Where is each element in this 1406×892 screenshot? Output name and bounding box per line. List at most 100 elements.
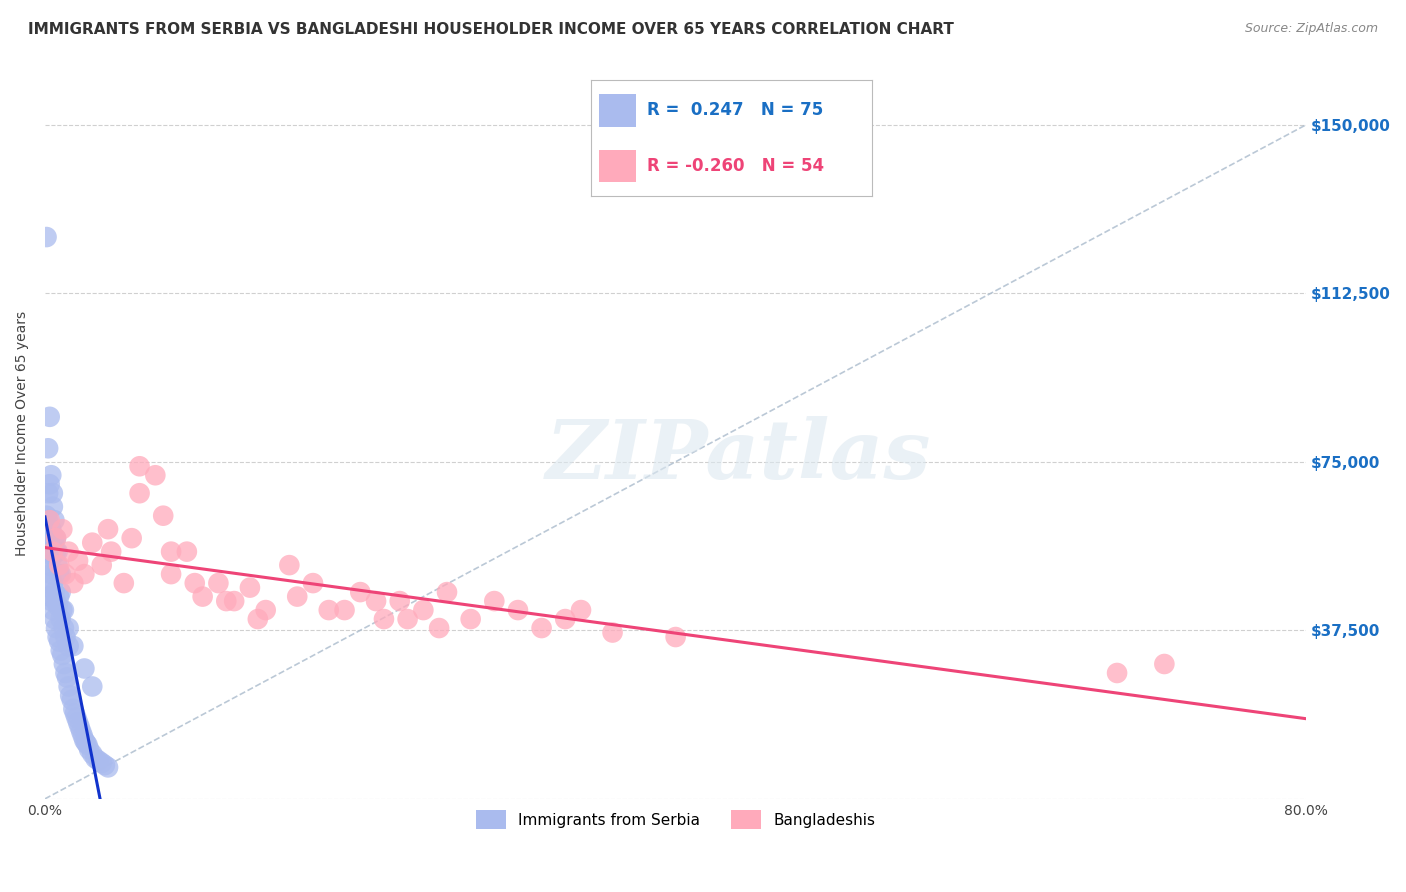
Point xyxy=(82,535,104,549)
Point xyxy=(37,576,59,591)
Point xyxy=(59,689,82,703)
Point xyxy=(44,513,66,527)
Point xyxy=(51,603,73,617)
Point xyxy=(388,594,411,608)
Point xyxy=(1153,657,1175,671)
Point xyxy=(278,558,301,573)
Point xyxy=(143,468,166,483)
Point xyxy=(160,544,183,558)
Legend: Immigrants from Serbia, Bangladeshis: Immigrants from Serbia, Bangladeshis xyxy=(470,805,882,835)
Point xyxy=(364,594,387,608)
Point xyxy=(62,702,84,716)
Point xyxy=(82,747,104,761)
FancyBboxPatch shape xyxy=(599,95,636,127)
Point xyxy=(62,576,84,591)
Point xyxy=(67,715,90,730)
Point xyxy=(46,630,69,644)
Point xyxy=(569,603,592,617)
Point xyxy=(52,603,75,617)
Point xyxy=(37,513,59,527)
Point xyxy=(184,576,207,591)
Point xyxy=(176,544,198,558)
Point xyxy=(39,468,62,483)
Point xyxy=(49,612,72,626)
Point xyxy=(44,612,66,626)
Point xyxy=(436,585,458,599)
Point xyxy=(62,639,84,653)
Point xyxy=(55,630,77,644)
Point xyxy=(58,680,80,694)
Point xyxy=(285,590,308,604)
Point xyxy=(42,500,65,514)
Text: ZIPatlas: ZIPatlas xyxy=(546,416,931,496)
Point xyxy=(42,576,65,591)
Point xyxy=(412,603,434,617)
Point xyxy=(49,585,72,599)
Point xyxy=(38,590,60,604)
Point xyxy=(94,758,117,772)
Point xyxy=(58,544,80,558)
Point xyxy=(48,558,70,573)
Point xyxy=(69,720,91,734)
Point xyxy=(207,576,229,591)
Point xyxy=(349,585,371,599)
Point xyxy=(48,590,70,604)
Point xyxy=(37,486,59,500)
Point xyxy=(38,558,60,573)
Point xyxy=(52,657,75,671)
Point xyxy=(51,522,73,536)
Point xyxy=(77,742,100,756)
Point xyxy=(665,630,688,644)
Point xyxy=(72,729,94,743)
Point xyxy=(37,544,59,558)
Point xyxy=(76,738,98,752)
Point xyxy=(35,508,58,523)
Point xyxy=(427,621,450,635)
Point xyxy=(191,590,214,604)
Point xyxy=(224,594,246,608)
Point xyxy=(44,585,66,599)
Point xyxy=(84,751,107,765)
Point xyxy=(484,594,506,608)
Point xyxy=(46,558,69,573)
Point xyxy=(90,558,112,573)
Point xyxy=(254,603,277,617)
Point xyxy=(45,544,67,558)
Point xyxy=(246,612,269,626)
Point xyxy=(42,544,65,558)
Point xyxy=(56,671,79,685)
Point xyxy=(67,554,90,568)
Point xyxy=(1107,665,1129,680)
Point xyxy=(37,442,59,456)
Point xyxy=(70,724,93,739)
Point xyxy=(152,508,174,523)
Point xyxy=(45,531,67,545)
Point xyxy=(530,621,553,635)
Text: R =  0.247   N = 75: R = 0.247 N = 75 xyxy=(647,101,823,119)
Point xyxy=(87,754,110,768)
Point xyxy=(373,612,395,626)
Point xyxy=(60,693,83,707)
Point xyxy=(160,567,183,582)
Point xyxy=(42,549,65,563)
FancyBboxPatch shape xyxy=(599,150,636,182)
Point xyxy=(38,409,60,424)
Point xyxy=(49,643,72,657)
Point xyxy=(58,621,80,635)
Point xyxy=(239,581,262,595)
Point xyxy=(112,576,135,591)
Y-axis label: Householder Income Over 65 years: Householder Income Over 65 years xyxy=(15,311,30,557)
Point xyxy=(39,567,62,582)
Point xyxy=(35,531,58,545)
Point xyxy=(35,230,58,244)
Point xyxy=(73,733,96,747)
Point xyxy=(42,486,65,500)
Text: Source: ZipAtlas.com: Source: ZipAtlas.com xyxy=(1244,22,1378,36)
Point xyxy=(82,680,104,694)
Point xyxy=(48,567,70,582)
Point xyxy=(333,603,356,617)
Point xyxy=(128,459,150,474)
Point xyxy=(52,621,75,635)
Point xyxy=(506,603,529,617)
Point xyxy=(460,612,482,626)
